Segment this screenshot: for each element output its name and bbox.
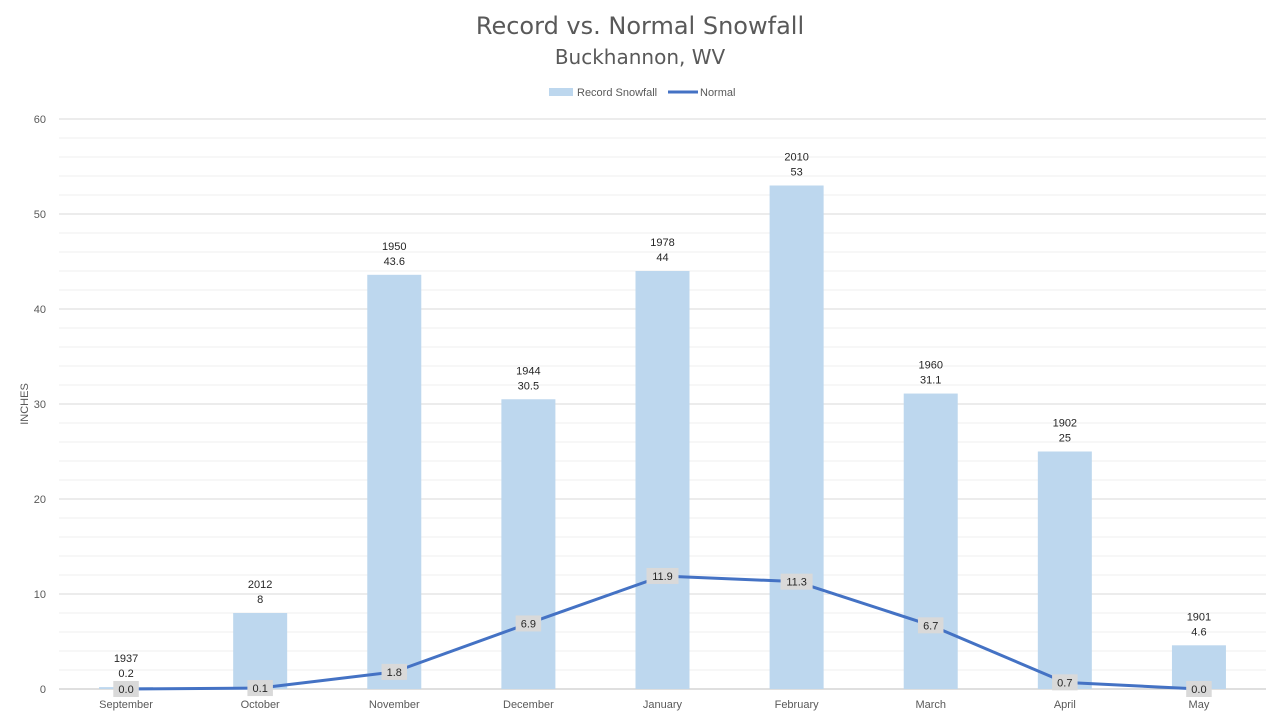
normal-value-label: 6.7: [923, 620, 938, 632]
legend-item-normal[interactable]: Normal: [668, 87, 735, 99]
normal-label-box: [381, 663, 408, 680]
y-tick-label: 0: [40, 684, 46, 696]
x-tick-label: October: [241, 699, 280, 711]
normal-label-box: [1186, 681, 1212, 697]
bar-year-label: 1901: [1187, 611, 1211, 623]
normal-label-box: [515, 615, 542, 632]
bar-value-label: 4.6: [1191, 626, 1206, 638]
y-tick-label: 30: [34, 399, 46, 411]
bar-value-label: 31.1: [920, 375, 941, 387]
y-axis-label: INCHES: [19, 383, 31, 425]
bar-value-label: 8: [257, 594, 263, 606]
normal-value-label: 0.0: [1191, 684, 1206, 696]
y-tick-label: 50: [34, 209, 46, 221]
legend-label-record: Record Snowfall: [577, 87, 657, 99]
bar-value-label: 43.6: [384, 256, 405, 268]
bar-value-label: 53: [790, 167, 802, 179]
bar-value-label: 0.2: [118, 668, 133, 680]
legend-swatch-record: [549, 88, 573, 96]
normal-value-label: 11.3: [786, 577, 807, 589]
normal-value-label: 0.1: [253, 683, 268, 695]
normal-label-box: [247, 680, 273, 697]
x-axis-ticks: September October November December January F…: [99, 699, 1210, 711]
bar-year-label: 1902: [1053, 418, 1077, 430]
bar-value-label: 30.5: [518, 380, 539, 392]
legend: Record Snowfall Normal: [549, 87, 735, 99]
bar-january: [635, 271, 690, 689]
normal-value-label: 6.9: [521, 618, 536, 630]
normal-value-label: 1.8: [387, 667, 402, 679]
x-tick-label: May: [1189, 699, 1210, 711]
normal-label-box: [917, 617, 944, 634]
y-tick-label: 20: [34, 494, 46, 506]
bar-year-label: 1978: [650, 237, 674, 249]
bar-october: [233, 613, 288, 689]
bar-value-label: 44: [656, 252, 668, 264]
bar-series-record: [99, 185, 1226, 689]
x-tick-label: March: [915, 699, 946, 711]
chart-subtitle: Buckhannon, WV: [555, 45, 726, 69]
y-tick-label: 10: [34, 589, 46, 601]
y-axis-ticks: 0 10 20 30 40 50 60: [34, 114, 46, 696]
bar-april: [1037, 451, 1092, 689]
bar-year-label: 1944: [516, 365, 540, 377]
bar-year-label: 2012: [248, 579, 272, 591]
normal-label-box: [1052, 674, 1078, 691]
y-tick-label: 40: [34, 304, 46, 316]
x-tick-label: April: [1054, 699, 1076, 711]
bar-data-labels: 1937 0.2 2012 8 1950 43.6 1944 30.5 1978 44 2010 53…: [114, 152, 1211, 681]
normal-value-label: 11.9: [652, 571, 673, 583]
x-tick-label: December: [503, 699, 554, 711]
bar-year-label: 1937: [114, 653, 138, 665]
bar-year-label: 1960: [918, 360, 942, 372]
bar-december: [501, 399, 556, 689]
bar-march: [903, 393, 958, 689]
bar-february: [769, 185, 824, 689]
legend-item-record[interactable]: Record Snowfall: [549, 87, 657, 99]
normal-value-label: 0.0: [118, 684, 133, 696]
bar-year-label: 1950: [382, 241, 406, 253]
normal-value-label: 0.7: [1057, 677, 1072, 689]
x-tick-label: January: [643, 699, 683, 711]
normal-label-box: [646, 567, 679, 584]
chart-title: Record vs. Normal Snowfall: [476, 12, 804, 40]
legend-label-normal: Normal: [700, 87, 735, 99]
x-tick-label: November: [369, 699, 420, 711]
x-tick-label: February: [775, 699, 820, 711]
bar-value-label: 25: [1059, 433, 1071, 445]
bar-year-label: 2010: [784, 152, 808, 164]
y-tick-label: 60: [34, 114, 46, 126]
normal-label-box: [113, 681, 139, 697]
x-tick-label: September: [99, 699, 153, 711]
line-series-normal: 0.0 0.1 1.8 6.9 11.9 11.3 6.7 0.7 0.0: [113, 567, 1212, 697]
bar-november: [367, 274, 422, 689]
normal-label-box: [780, 573, 813, 590]
